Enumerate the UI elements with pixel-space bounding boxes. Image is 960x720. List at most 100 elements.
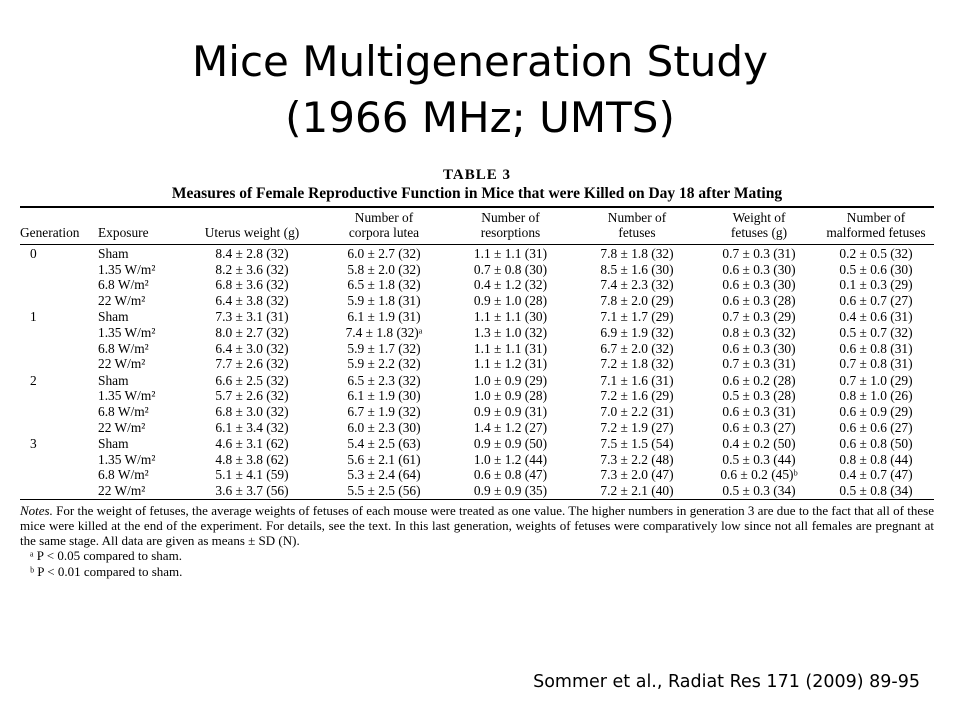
value-cell: 7.4 ± 1.8 (32)ᵃ xyxy=(345,324,423,340)
value-cell: 0.9 ± 0.9 (31) xyxy=(473,403,548,419)
value-cell: 6.5 ± 1.8 (32) xyxy=(347,277,421,293)
value-cell: 0.4 ± 0.7 (47) xyxy=(839,467,913,483)
value-cell: 7.5 ± 1.5 (54) xyxy=(600,436,674,452)
table-row: 22 W/m² 6.4 ± 3.8 (32) 5.9 ± 1.8 (31) 0.9 ±… xyxy=(20,293,934,309)
table-row: 22 W/m² 3.6 ± 3.7 (56) 5.5 ± 2.5 (56) 0.9 ±… xyxy=(20,483,934,499)
data-table: Generation Exposure Uterus weight (g) Numbe… xyxy=(20,208,934,499)
column-header: Generation xyxy=(20,208,98,245)
value-cell: 7.8 ± 2.0 (29) xyxy=(600,292,674,308)
citation: Sommer et al., Radiat Res 171 (2009) 89-… xyxy=(533,672,920,692)
exposure-cell: Sham xyxy=(98,246,129,261)
generation-cell: 0 xyxy=(30,246,37,261)
value-cell: 0.6 ± 0.8 (47) xyxy=(473,467,548,483)
table-row: 1.35 W/m² 5.7 ± 2.6 (32) 6.1 ± 1.9 (30) 1.0… xyxy=(20,388,934,404)
value-cell: 6.0 ± 2.3 (30) xyxy=(347,419,421,435)
value-cell: 0.6 ± 0.3 (30) xyxy=(722,277,796,293)
column-header-line: Number of xyxy=(846,210,906,225)
table-row: 6.8 W/m² 6.8 ± 3.0 (32) 6.7 ± 1.9 (32) 0.9 … xyxy=(20,404,934,420)
value-cell: 7.2 ± 1.9 (27) xyxy=(600,419,674,435)
value-cell: 0.5 ± 0.6 (30) xyxy=(839,261,913,277)
column-header: Exposure xyxy=(98,208,183,245)
value-cell: 0.6 ± 0.2 (28) xyxy=(722,372,796,388)
value-cell: 7.2 ± 1.8 (32) xyxy=(600,356,674,372)
column-header-line: Exposure xyxy=(98,225,149,240)
value-cell: 0.6 ± 0.3 (27) xyxy=(722,419,796,435)
value-cell: 0.2 ± 0.5 (32) xyxy=(839,246,913,261)
value-cell: 1.0 ± 1.2 (44) xyxy=(473,451,548,467)
slide-title-line2: (1966 MHz; UMTS) xyxy=(285,93,675,142)
value-cell: 0.7 ± 0.3 (31) xyxy=(722,246,796,261)
exposure-cell: Sham xyxy=(98,372,129,388)
table-label: TABLE 3 xyxy=(443,167,511,183)
value-cell: 8.0 ± 2.7 (32) xyxy=(215,324,289,340)
table-row: 22 W/m² 6.1 ± 3.4 (32) 6.0 ± 2.3 (30) 1.4 ±… xyxy=(20,420,934,436)
value-cell: 0.6 ± 0.3 (28) xyxy=(722,292,796,308)
column-header: Number of corpora lutea xyxy=(321,208,447,245)
generation-cell xyxy=(20,404,98,420)
value-cell: 1.0 ± 0.9 (29) xyxy=(473,372,548,388)
column-header: Uterus weight (g) xyxy=(183,208,321,245)
value-cell: 5.6 ± 2.1 (61) xyxy=(347,451,421,467)
generation-cell xyxy=(20,452,98,468)
value-cell: 7.3 ± 2.0 (47) xyxy=(600,467,674,483)
exposure-cell: 6.8 W/m² xyxy=(98,403,149,419)
value-cell: 6.5 ± 2.3 (32) xyxy=(347,372,421,388)
value-cell: 0.7 ± 0.3 (31) xyxy=(722,356,796,372)
value-cell: 5.9 ± 2.2 (32) xyxy=(347,356,421,372)
table-notes: Notes. For the weight of fetuses, the av… xyxy=(20,503,934,549)
value-cell: 5.9 ± 1.8 (31) xyxy=(347,292,421,308)
value-cell: 6.0 ± 2.7 (32) xyxy=(347,246,421,261)
table-caption: Measures of Female Reproductive Function… xyxy=(171,185,783,202)
table-row: 1.35 W/m² 4.8 ± 3.8 (62) 5.6 ± 2.1 (61) 1.0… xyxy=(20,452,934,468)
slide-title-line1: Mice Multigeneration Study xyxy=(192,37,768,86)
column-header-line: Generation xyxy=(20,225,80,240)
column-header: Number of fetuses xyxy=(574,208,700,245)
value-cell: 0.7 ± 0.3 (29) xyxy=(722,309,796,325)
column-header: Number of resorptions xyxy=(447,208,574,245)
value-cell: 6.7 ± 1.9 (32) xyxy=(347,403,421,419)
table-row: 22 W/m² 7.7 ± 2.6 (32) 5.9 ± 2.2 (32) 1.1 ±… xyxy=(20,356,934,372)
value-cell: 5.3 ± 2.4 (64) xyxy=(347,467,421,483)
value-cell: 7.4 ± 2.3 (32) xyxy=(600,277,674,293)
value-cell: 6.8 ± 3.0 (32) xyxy=(215,403,289,419)
notes-label: Notes. xyxy=(20,502,53,518)
generation-cell xyxy=(20,388,98,404)
value-cell: 1.1 ± 1.1 (30) xyxy=(473,309,548,325)
table-row: 0 Sham 8.4 ± 2.8 (32) 6.0 ± 2.7 (32) 1.1 ± 1… xyxy=(20,245,934,262)
value-cell: 0.8 ± 1.0 (26) xyxy=(839,388,913,404)
column-header-line: malformed fetuses xyxy=(826,225,926,240)
exposure-cell: Sham xyxy=(98,436,129,452)
generation-cell: 3 xyxy=(30,436,37,452)
table-header-row: Generation Exposure Uterus weight (g) Numbe… xyxy=(20,208,934,245)
value-cell: 0.7 ± 0.8 (31) xyxy=(839,356,913,372)
exposure-cell: 22 W/m² xyxy=(98,356,146,372)
value-cell: 0.1 ± 0.3 (29) xyxy=(839,277,913,293)
value-cell: 4.6 ± 3.1 (62) xyxy=(215,436,289,452)
value-cell: 7.8 ± 1.8 (32) xyxy=(600,246,674,261)
value-cell: 7.2 ± 1.6 (29) xyxy=(600,388,674,404)
table-figure: TABLE 3 Measures of Female Reproductive … xyxy=(20,167,934,579)
column-header-line: Uterus weight (g) xyxy=(204,225,300,240)
value-cell: 1.4 ± 1.2 (27) xyxy=(473,419,548,435)
table-row: 6.8 W/m² 6.8 ± 3.6 (32) 6.5 ± 1.8 (32) 0.4 … xyxy=(20,277,934,293)
value-cell: 1.1 ± 1.2 (31) xyxy=(473,356,548,372)
exposure-cell: 22 W/m² xyxy=(98,419,146,435)
value-cell: 0.9 ± 0.9 (35) xyxy=(473,482,548,498)
value-cell: 5.1 ± 4.1 (59) xyxy=(215,467,289,483)
table-top-rule xyxy=(20,206,934,208)
generation-cell xyxy=(20,325,98,341)
value-cell: 0.4 ± 0.2 (50) xyxy=(722,436,796,452)
value-cell: 1.3 ± 1.0 (32) xyxy=(473,324,548,340)
column-header: Weight of fetuses (g) xyxy=(700,208,818,245)
value-cell: 0.5 ± 0.3 (34) xyxy=(722,482,796,498)
value-cell: 7.3 ± 3.1 (31) xyxy=(215,309,289,325)
value-cell: 0.5 ± 0.3 (44) xyxy=(722,451,796,467)
value-cell: 5.7 ± 2.6 (32) xyxy=(215,388,289,404)
exposure-cell: 6.8 W/m² xyxy=(98,340,149,356)
table-row: 1.35 W/m² 8.0 ± 2.7 (32) 7.4 ± 1.8 (32)ᵃ 1.… xyxy=(20,325,934,341)
column-header-line: fetuses (g) xyxy=(730,225,788,240)
value-cell: 6.9 ± 1.9 (32) xyxy=(600,324,674,340)
table-row: 1.35 W/m² 8.2 ± 3.6 (32) 5.8 ± 2.0 (32) 0.7… xyxy=(20,262,934,278)
value-cell: 1.1 ± 1.1 (31) xyxy=(473,246,548,261)
column-header: Number of malformed fetuses xyxy=(818,208,934,245)
